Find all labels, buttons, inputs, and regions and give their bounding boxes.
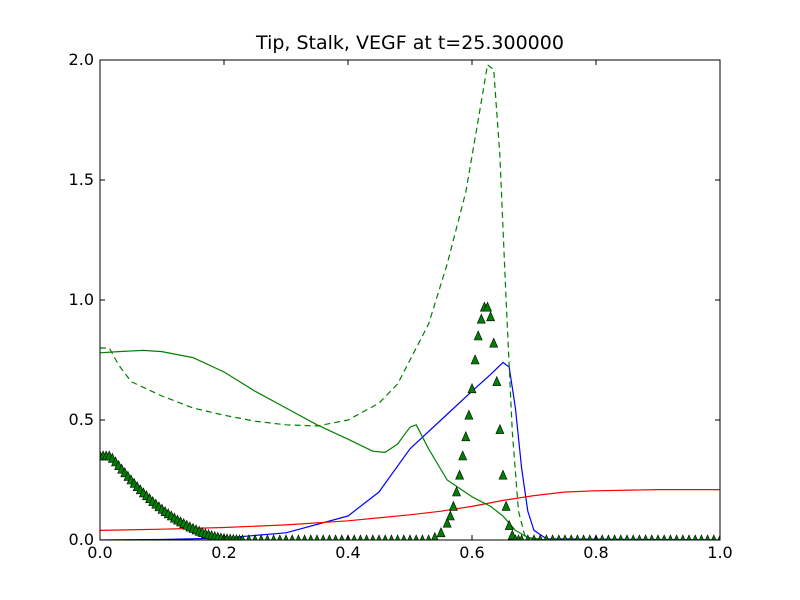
data-point (464, 409, 474, 420)
chart-title: Tip, Stalk, VEGF at t=25.300000 (255, 32, 564, 54)
data-point (504, 519, 514, 530)
series-4-markers (100, 301, 720, 540)
data-point (495, 423, 505, 434)
x-tick-label: 0.0 (87, 543, 112, 562)
y-tick-label: 1.0 (69, 290, 94, 309)
axis-ticks: 0.0 0.2 0.4 0.6 0.8 1.0 0.0 0.5 1.0 1.5 2.0 (69, 50, 733, 562)
plot-area (100, 64, 720, 540)
x-tick-label: 0.6 (459, 543, 484, 562)
series-2-line (100, 349, 720, 540)
x-tick-label: 0.2 (211, 543, 236, 562)
data-point (442, 517, 452, 528)
data-point (501, 500, 511, 511)
data-point (489, 337, 499, 348)
data-point (448, 500, 458, 511)
x-tick-label: 1.0 (707, 543, 732, 562)
data-point (455, 469, 465, 480)
data-point (486, 311, 496, 322)
data-point (445, 510, 455, 521)
y-tick-label: 0.0 (69, 530, 94, 549)
data-point (461, 431, 471, 442)
y-tick-label: 1.5 (69, 170, 94, 189)
data-point (467, 383, 477, 394)
data-point (498, 469, 508, 480)
data-point (452, 486, 461, 497)
y-tick-label: 0.5 (69, 410, 94, 429)
x-tick-label: 0.8 (583, 543, 608, 562)
series-3-line (100, 64, 720, 540)
data-point (458, 450, 468, 461)
data-point (476, 313, 486, 324)
data-point (436, 527, 446, 538)
series-0-line (100, 361, 720, 540)
data-point (473, 330, 483, 341)
x-tick-label: 0.4 (335, 543, 360, 562)
data-point (470, 354, 480, 365)
data-point (483, 301, 492, 312)
y-tick-label: 2.0 (69, 50, 94, 69)
data-point (492, 375, 502, 386)
